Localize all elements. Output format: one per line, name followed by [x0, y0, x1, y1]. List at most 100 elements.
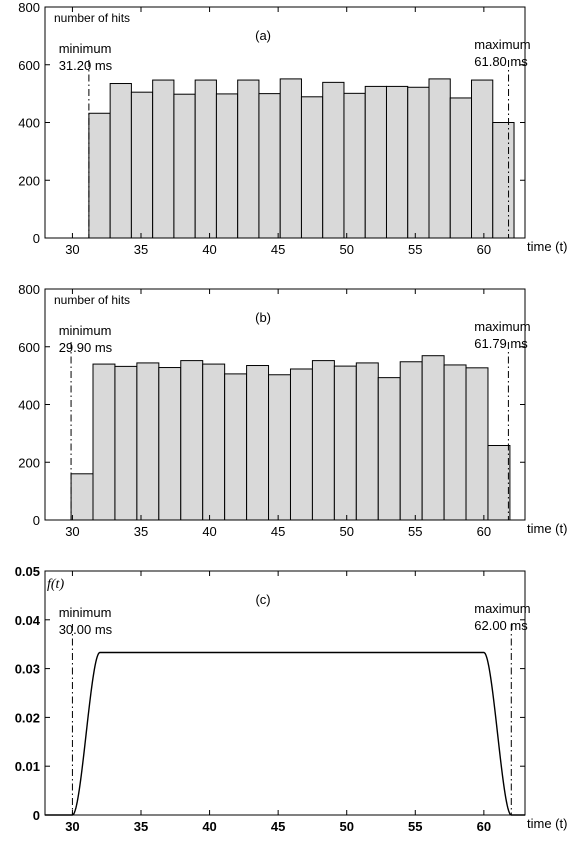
histogram-bar: [364, 85, 387, 239]
histogram-bar: [237, 79, 260, 239]
y-tick-label: 600: [18, 58, 40, 73]
x-tick-label: 40: [202, 819, 216, 834]
histogram-bar: [333, 365, 357, 521]
maximum-value: 62.00 ms: [474, 618, 528, 633]
y-tick-label: 800: [18, 0, 40, 15]
histogram-bar: [215, 93, 239, 239]
histogram-bar: [109, 83, 132, 239]
minimum-value: 29.90 ms: [59, 340, 113, 355]
panel-label: (b): [255, 310, 271, 325]
x-tick-label: 50: [339, 819, 353, 834]
minimum-label: minimum: [59, 41, 112, 56]
y-axis-label: f(t): [47, 577, 64, 592]
chart-panel-c: 30 35 40 45 50 55 60 0 0.01 0.02 0.03 0.04 0.05 time …: [15, 564, 568, 834]
histogram-bar: [407, 86, 430, 239]
panel-label: (c): [255, 592, 270, 607]
minimum-value: 30.00 ms: [59, 622, 113, 637]
x-tick-label: 35: [134, 524, 148, 539]
histogram-bar: [194, 79, 217, 239]
maximum-label: maximum: [474, 319, 530, 334]
y-tick-label: 0: [33, 808, 40, 823]
x-tick-label: 50: [339, 242, 353, 257]
y-tick-label: 200: [18, 455, 40, 470]
histogram-bar: [173, 93, 196, 239]
y-tick-label: 400: [18, 116, 40, 131]
histogram-bar: [355, 362, 379, 521]
y-tick-label: 0.03: [15, 662, 40, 677]
maximum-label: maximum: [474, 601, 530, 616]
maximum-value: 61.79 ms: [474, 336, 528, 351]
histogram-bar: [443, 364, 467, 521]
histogram-bar: [70, 473, 94, 521]
y-axis-label: number of hits: [54, 11, 130, 25]
histogram-bar: [487, 445, 511, 521]
histogram-bar: [449, 97, 473, 239]
histogram-bar: [158, 367, 182, 521]
histogram-bar: [92, 363, 116, 521]
x-tick-label: 40: [202, 524, 216, 539]
histogram-bar: [421, 355, 445, 521]
histogram-bar: [385, 85, 409, 239]
histogram-bar: [492, 122, 515, 239]
x-tick-label: 45: [271, 242, 285, 257]
x-tick-label: 35: [134, 819, 148, 834]
histogram-bar: [224, 373, 248, 521]
x-axis-label: time (t): [527, 816, 567, 831]
x-tick-label: 45: [271, 819, 285, 834]
histogram-bar: [300, 96, 324, 239]
histogram-bar: [88, 112, 111, 239]
x-tick-label: 55: [408, 242, 422, 257]
x-tick-label: 50: [339, 524, 353, 539]
maximum-value: 61.80 ms: [474, 54, 528, 69]
x-tick-label: 30: [65, 524, 79, 539]
histogram-bar: [130, 91, 154, 239]
histogram-bar: [377, 377, 401, 521]
x-tick-label: 60: [477, 242, 491, 257]
x-axis-label: time (t): [527, 521, 567, 536]
x-tick-label: 35: [134, 242, 148, 257]
y-tick-label: 800: [18, 282, 40, 297]
histogram-bar: [114, 365, 138, 521]
y-tick-label: 200: [18, 173, 40, 188]
plot-frame: [44, 570, 526, 816]
x-tick-label: 30: [65, 242, 79, 257]
maximum-label: maximum: [474, 37, 530, 52]
y-tick-label: 0: [33, 513, 40, 528]
x-tick-label: 45: [271, 524, 285, 539]
histogram-bar: [152, 79, 175, 239]
minimum-label: minimum: [59, 323, 112, 338]
density-curve: [45, 651, 525, 816]
y-tick-label: 0.05: [15, 564, 40, 579]
histogram-bar: [202, 363, 226, 521]
panel-label: (a): [255, 28, 271, 43]
minimum-value: 31.20 ms: [59, 58, 113, 73]
y-tick-label: 0: [33, 231, 40, 246]
x-tick-label: 60: [477, 524, 491, 539]
histogram-bar: [465, 367, 489, 521]
histogram-bar: [246, 365, 270, 521]
histogram-bar: [289, 368, 313, 521]
y-tick-label: 0.01: [15, 759, 40, 774]
x-tick-label: 55: [408, 819, 422, 834]
histogram-bar: [311, 360, 335, 521]
y-axis-label: number of hits: [54, 293, 130, 307]
y-tick-label: 600: [18, 340, 40, 355]
x-tick-label: 60: [477, 819, 491, 834]
x-tick-label: 30: [65, 819, 79, 834]
histogram-bar: [343, 92, 366, 239]
x-tick-label: 55: [408, 524, 422, 539]
x-tick-label: 40: [202, 242, 216, 257]
y-tick-label: 400: [18, 398, 40, 413]
y-tick-label: 0.02: [15, 710, 40, 725]
histogram-bar: [399, 361, 423, 521]
histogram-bar: [428, 78, 451, 239]
histogram-bar: [268, 374, 291, 521]
histogram-bar: [322, 81, 345, 239]
histogram-bar: [279, 78, 302, 239]
minimum-label: minimum: [59, 605, 112, 620]
histogram-bar: [136, 362, 160, 521]
histogram-bar: [180, 360, 204, 521]
